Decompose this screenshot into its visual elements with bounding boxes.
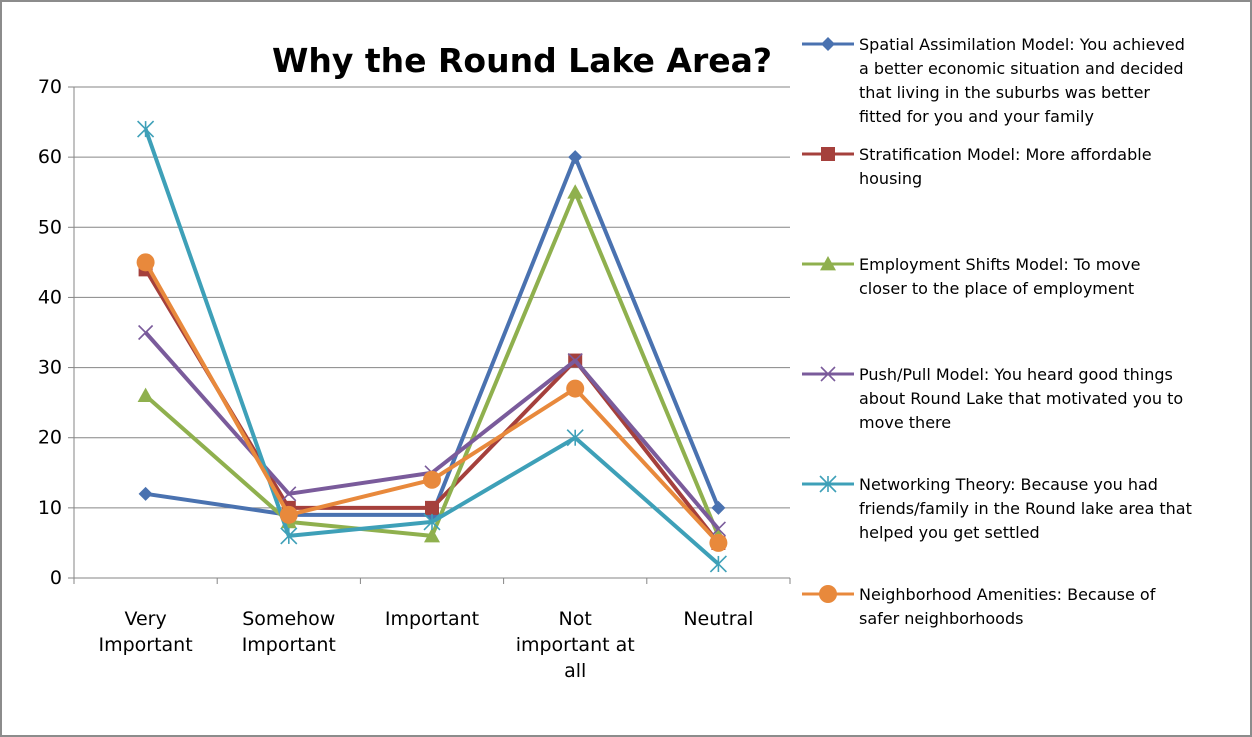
legend-label-line: housing [859, 169, 922, 188]
legend-label-line: Neighborhood Amenities: Because of [859, 585, 1156, 604]
x-tick-label: Important [385, 608, 479, 630]
legend-item-1: Spatial Assimilation Model: You achieved… [802, 35, 1185, 126]
x-tick-label-line: Important [242, 634, 336, 656]
legend-item-2: Stratification Model: More affordable hou… [802, 145, 1152, 188]
series-group [136, 120, 728, 573]
data-point [425, 500, 439, 515]
series-line [144, 331, 720, 531]
data-point [710, 521, 726, 537]
legend-label-line: Spatial Assimilation Model: You achieved [859, 35, 1185, 54]
legend-item-3: Employment Shifts Model: To move closer t… [802, 255, 1140, 298]
x-tick-label-line: Neutral [683, 608, 753, 630]
data-point [138, 324, 154, 341]
legend-label-line: Stratification Model: More affordable [859, 145, 1152, 164]
x-tick-label: Very Important [98, 608, 192, 656]
legend-marker [819, 585, 837, 603]
x-tick-label-line: Somehow [242, 608, 335, 630]
legend-marker [821, 147, 835, 161]
legend-marker [820, 366, 836, 382]
legend-label: Networking Theory: Because you had friend… [859, 475, 1192, 542]
data-point [566, 379, 585, 398]
x-tick-label: Not important at all [516, 608, 635, 682]
series-line [145, 155, 721, 517]
y-tick-label: 60 [38, 146, 62, 168]
data-point [136, 253, 155, 272]
data-point [424, 527, 440, 543]
legend-label-line: move there [859, 413, 951, 432]
gridlines [74, 86, 790, 509]
legend-label-line: Networking Theory: Because you had [859, 475, 1158, 494]
series-6 [136, 253, 728, 552]
axes: 0 10 20 30 40 50 60 70 Very Important Somehow Impor… [38, 76, 791, 682]
legend-marker [820, 256, 836, 271]
legend-item-6: Neighborhood Amenities: Because of safer … [802, 585, 1156, 628]
y-tick-label: 40 [38, 286, 62, 308]
legend-label: Spatial Assimilation Model: You achieved… [859, 35, 1185, 126]
legend-marker [821, 37, 835, 51]
data-point [423, 513, 441, 531]
legend: Spatial Assimilation Model: You achieved… [802, 35, 1192, 628]
legend-label: Neighborhood Amenities: Because of safer … [859, 585, 1156, 628]
x-tick-label-line: Important [98, 634, 192, 656]
y-tick-label: 30 [38, 357, 62, 379]
data-point [279, 505, 298, 524]
data-point [137, 387, 154, 403]
data-point [566, 429, 584, 447]
legend-label-line: friends/family in the Round lake area th… [859, 499, 1192, 518]
data-point [280, 527, 298, 545]
legend-label: Push/Pull Model: You heard good things ab… [859, 365, 1183, 432]
x-tick-label-line: Important [385, 608, 479, 630]
x-tick-label-line: Not [559, 608, 592, 630]
x-tick-label: Somehow Important [242, 608, 336, 656]
x-tick-label-line: all [564, 660, 586, 682]
data-point [281, 486, 297, 502]
data-point [709, 533, 728, 552]
data-point [567, 352, 583, 369]
data-point [568, 150, 583, 165]
x-tick-label-line: Very [124, 608, 166, 630]
data-point [567, 184, 584, 199]
data-point [709, 555, 727, 573]
y-tick-label: 0 [50, 567, 62, 589]
x-tick-label-line: important at [516, 634, 635, 656]
legend-label-line: helped you get settled [859, 523, 1040, 542]
legend-label-line: that living in the suburbs was better [859, 83, 1150, 102]
legend-item-4: Push/Pull Model: You heard good things ab… [802, 365, 1183, 432]
data-point [138, 486, 153, 501]
series-line [143, 261, 720, 545]
legend-label: Stratification Model: More affordable hou… [859, 145, 1152, 188]
series-5 [137, 120, 727, 573]
y-tick-label: 70 [38, 76, 62, 98]
data-point [711, 500, 726, 515]
legend-label-line: a better economic situation and decided [859, 59, 1184, 78]
y-tick-label: 10 [38, 497, 62, 519]
x-tick-label: Neutral [683, 608, 753, 630]
series-line [143, 128, 720, 566]
y-tick-label: 20 [38, 427, 62, 449]
legend-marker [819, 475, 837, 493]
legend-label-line: closer to the place of employment [859, 279, 1134, 298]
data-point [137, 120, 155, 138]
legend-label: Employment Shifts Model: To move closer t… [859, 255, 1140, 298]
legend-label-line: safer neighborhoods [859, 609, 1023, 628]
legend-item-5: Networking Theory: Because you had friend… [802, 475, 1192, 542]
legend-label-line: Employment Shifts Model: To move [859, 255, 1140, 274]
data-point [423, 470, 441, 489]
y-tick-label: 50 [38, 216, 62, 238]
legend-label-line: about Round Lake that motivated you to [859, 389, 1183, 408]
chart-title: Why the Round Lake Area? [272, 41, 772, 80]
legend-label-line: fitted for you and your family [859, 107, 1094, 126]
legend-label-line: Push/Pull Model: You heard good things [859, 365, 1173, 384]
